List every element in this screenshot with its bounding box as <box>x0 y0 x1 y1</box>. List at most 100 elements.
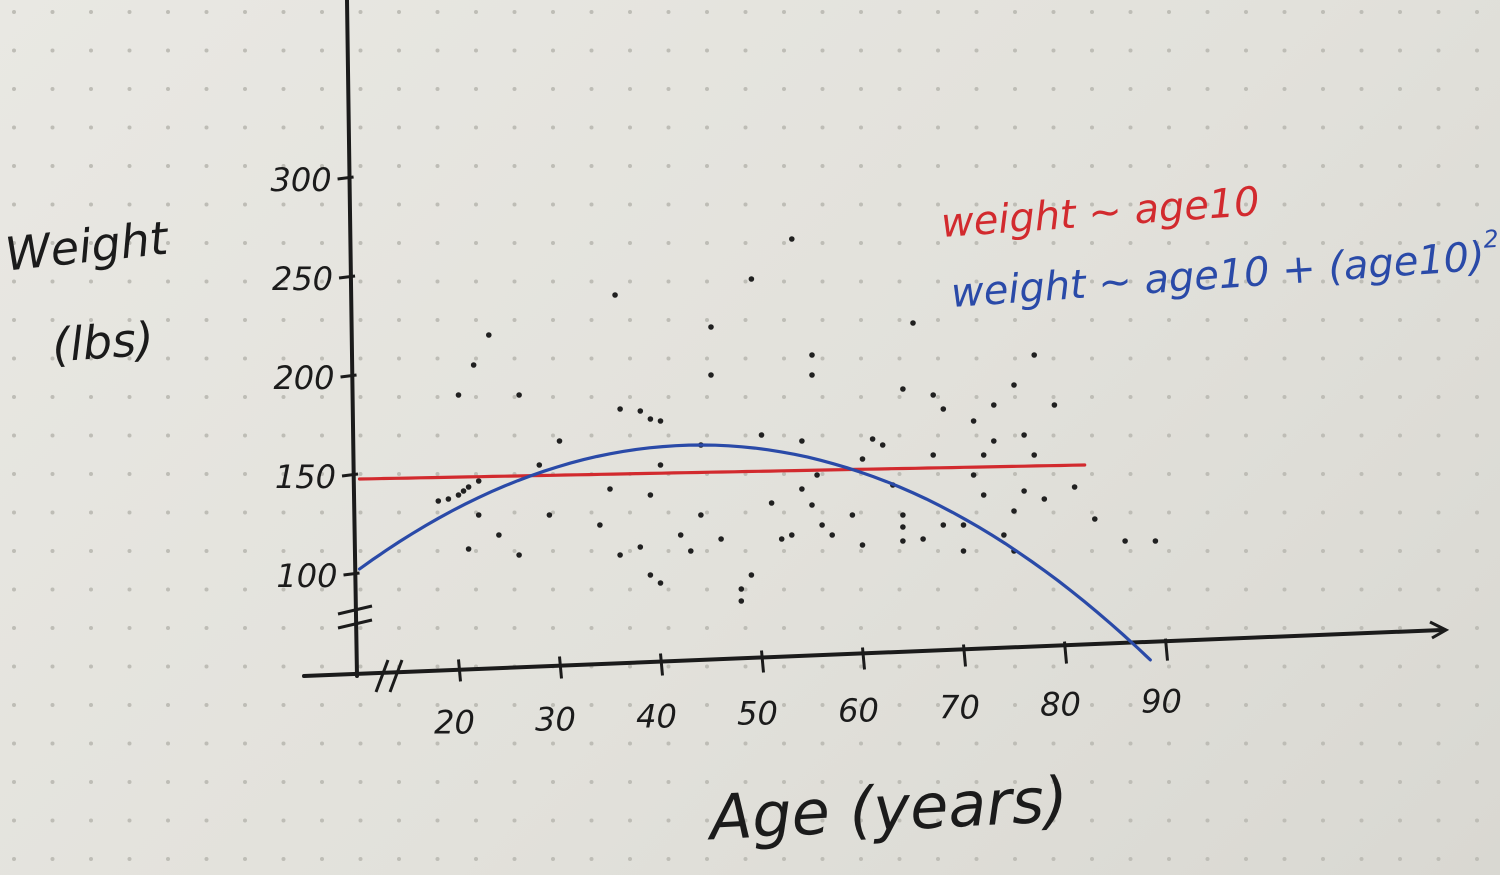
data-point-1 <box>460 488 467 494</box>
data-point-39 <box>748 572 755 578</box>
data-point-26 <box>647 572 654 578</box>
data-point-68 <box>940 406 947 412</box>
data-point-30 <box>677 532 684 538</box>
data-point-5 <box>475 478 482 484</box>
x-tick-label-20: 20 <box>434 703 475 741</box>
data-point-0 <box>455 492 462 498</box>
data-point-41 <box>758 432 765 438</box>
data-point-53 <box>829 532 835 538</box>
data-point-36 <box>718 536 724 542</box>
data-point-43 <box>778 536 785 542</box>
x-tick-80 <box>1063 641 1068 664</box>
x-tick-label-80: 80 <box>1040 686 1081 724</box>
data-point-12 <box>475 512 482 518</box>
data-point-77 <box>991 438 997 444</box>
data-point-64 <box>910 320 916 326</box>
data-point-20 <box>612 292 618 298</box>
data-point-24 <box>657 418 664 424</box>
y-tick-label-200: 200 <box>273 359 334 397</box>
data-point-6 <box>465 546 472 552</box>
data-point-22 <box>637 408 644 414</box>
data-point-46 <box>799 438 805 444</box>
x-tick-70 <box>962 644 967 667</box>
data-point-78 <box>1001 532 1007 538</box>
data-point-28 <box>657 462 664 468</box>
data-point-3 <box>445 496 452 502</box>
data-point-45 <box>789 236 795 242</box>
data-point-9 <box>486 332 492 338</box>
linear-fit-line <box>357 463 1087 481</box>
x-tick-label-70: 70 <box>939 689 980 727</box>
data-point-7 <box>455 392 462 398</box>
data-point-37 <box>738 586 745 592</box>
data-point-65 <box>920 536 926 542</box>
x-tick-50 <box>760 650 765 673</box>
data-point-18 <box>617 552 623 558</box>
data-point-88 <box>1071 484 1078 490</box>
fit-lines <box>357 443 1152 662</box>
x-tick-30 <box>558 656 563 679</box>
data-point-62 <box>900 386 906 392</box>
data-point-51 <box>814 472 820 478</box>
x-tick-20 <box>457 659 462 682</box>
x-tick-40 <box>659 653 664 676</box>
data-point-25 <box>637 544 644 550</box>
x-tick-label-30: 30 <box>535 700 576 738</box>
data-point-79 <box>1011 382 1017 388</box>
y-axis-label-line-2: (lbs) <box>50 312 155 373</box>
data-point-82 <box>1021 432 1027 438</box>
data-point-33 <box>688 548 694 554</box>
data-point-63 <box>900 538 906 544</box>
x-axis-line <box>302 628 1444 678</box>
axes: 100 150 200 250 300 20 30 40 50 60 70 80 90 <box>270 0 1450 741</box>
data-point-49 <box>809 372 815 378</box>
x-axis-break-mark <box>374 659 404 693</box>
data-point-52 <box>819 522 825 528</box>
data-point-14 <box>536 462 543 468</box>
y-axis-line <box>345 0 359 678</box>
data-point-90 <box>1122 538 1128 544</box>
data-point-58 <box>879 442 886 448</box>
data-point-60 <box>900 524 906 530</box>
data-point-34 <box>708 324 714 330</box>
data-point-75 <box>980 452 987 458</box>
y-tick-150 <box>341 472 359 478</box>
data-point-71 <box>970 418 977 424</box>
data-point-15 <box>546 512 553 518</box>
y-tick-label-300: 300 <box>270 161 331 199</box>
data-point-48 <box>809 352 815 358</box>
x-axis-arrowhead <box>1429 620 1450 640</box>
data-point-70 <box>960 522 967 528</box>
data-point-11 <box>496 532 502 538</box>
data-point-83 <box>1021 488 1027 494</box>
y-tick-200 <box>340 373 357 379</box>
x-tick-60 <box>861 647 866 670</box>
data-point-29 <box>647 492 654 498</box>
y-tick-label-150: 150 <box>275 458 336 496</box>
data-point-40 <box>748 276 755 282</box>
data-point-66 <box>930 452 936 458</box>
data-point-57 <box>869 436 876 442</box>
y-tick-250 <box>338 274 356 280</box>
x-tick-label-90: 90 <box>1141 683 1182 721</box>
data-point-13 <box>516 552 522 558</box>
data-point-47 <box>799 486 805 492</box>
data-point-73 <box>970 472 977 478</box>
data-point-74 <box>980 492 987 498</box>
data-point-55 <box>859 542 866 548</box>
data-point-91 <box>1152 538 1159 544</box>
y-tick-300 <box>337 175 354 181</box>
data-point-76 <box>991 402 997 408</box>
data-point-54 <box>849 512 856 518</box>
x-tick-label-60: 60 <box>838 692 879 730</box>
y-tick-label-100: 100 <box>276 557 337 595</box>
data-point-32 <box>698 512 704 518</box>
data-point-21 <box>617 406 623 412</box>
data-point-38 <box>738 598 745 604</box>
data-point-35 <box>708 372 714 378</box>
scatter-points <box>435 236 1159 604</box>
data-point-44 <box>789 532 795 538</box>
data-point-17 <box>597 522 603 528</box>
